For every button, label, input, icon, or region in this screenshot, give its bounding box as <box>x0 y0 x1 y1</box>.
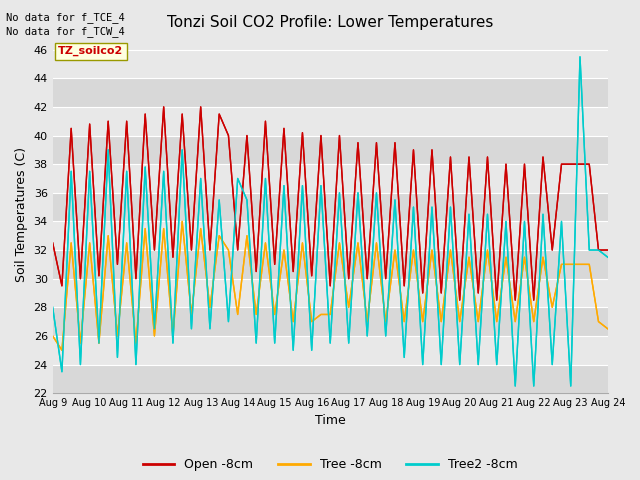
Bar <box>52 78 608 107</box>
Open -8cm <box>604 247 612 253</box>
Y-axis label: Soil Temperatures (C): Soil Temperatures (C) <box>15 147 28 282</box>
Tree2 -8cm <box>160 168 168 174</box>
Open -8cm <box>141 111 149 117</box>
Tree -8cm <box>252 312 260 317</box>
Open -8cm <box>197 104 205 110</box>
Bar <box>52 164 608 193</box>
Bar <box>52 135 608 164</box>
Bar <box>52 221 608 250</box>
Tree2 -8cm <box>49 304 56 310</box>
Tree -8cm <box>150 333 158 339</box>
Legend: Open -8cm, Tree -8cm, Tree2 -8cm: Open -8cm, Tree -8cm, Tree2 -8cm <box>138 454 522 476</box>
Tree -8cm <box>49 333 56 339</box>
Bar <box>52 279 608 307</box>
Tree2 -8cm <box>576 54 584 60</box>
Tree -8cm <box>604 326 612 332</box>
Line: Tree -8cm: Tree -8cm <box>52 221 608 350</box>
Tree -8cm <box>225 247 232 253</box>
Bar <box>52 307 608 336</box>
Text: No data for f_TCE_4: No data for f_TCE_4 <box>6 12 125 23</box>
Open -8cm <box>215 111 223 117</box>
X-axis label: Time: Time <box>315 414 346 427</box>
Bar <box>52 193 608 221</box>
Open -8cm <box>401 283 408 288</box>
Tree2 -8cm <box>243 197 251 203</box>
Bar <box>52 364 608 393</box>
Tree -8cm <box>58 348 66 353</box>
Tree -8cm <box>206 304 214 310</box>
Open -8cm <box>234 247 241 253</box>
Tree -8cm <box>243 233 251 239</box>
Text: No data for f_TCW_4: No data for f_TCW_4 <box>6 26 125 37</box>
Tree2 -8cm <box>179 147 186 153</box>
Open -8cm <box>160 104 168 110</box>
Tree2 -8cm <box>511 383 519 389</box>
Bar <box>52 336 608 364</box>
Tree -8cm <box>179 218 186 224</box>
Open -8cm <box>49 240 56 246</box>
Tree2 -8cm <box>345 340 353 346</box>
Tree2 -8cm <box>604 254 612 260</box>
Bar <box>52 49 608 78</box>
Tree -8cm <box>410 247 417 253</box>
Line: Open -8cm: Open -8cm <box>52 107 608 300</box>
Title: Tonzi Soil CO2 Profile: Lower Temperatures: Tonzi Soil CO2 Profile: Lower Temperatur… <box>167 15 493 30</box>
Line: Tree2 -8cm: Tree2 -8cm <box>52 57 608 386</box>
Bar <box>52 107 608 135</box>
Bar <box>52 250 608 279</box>
Tree2 -8cm <box>539 211 547 217</box>
Open -8cm <box>456 297 463 303</box>
Text: TZ_soilco2: TZ_soilco2 <box>58 46 124 56</box>
Tree2 -8cm <box>382 333 390 339</box>
Open -8cm <box>243 132 251 138</box>
